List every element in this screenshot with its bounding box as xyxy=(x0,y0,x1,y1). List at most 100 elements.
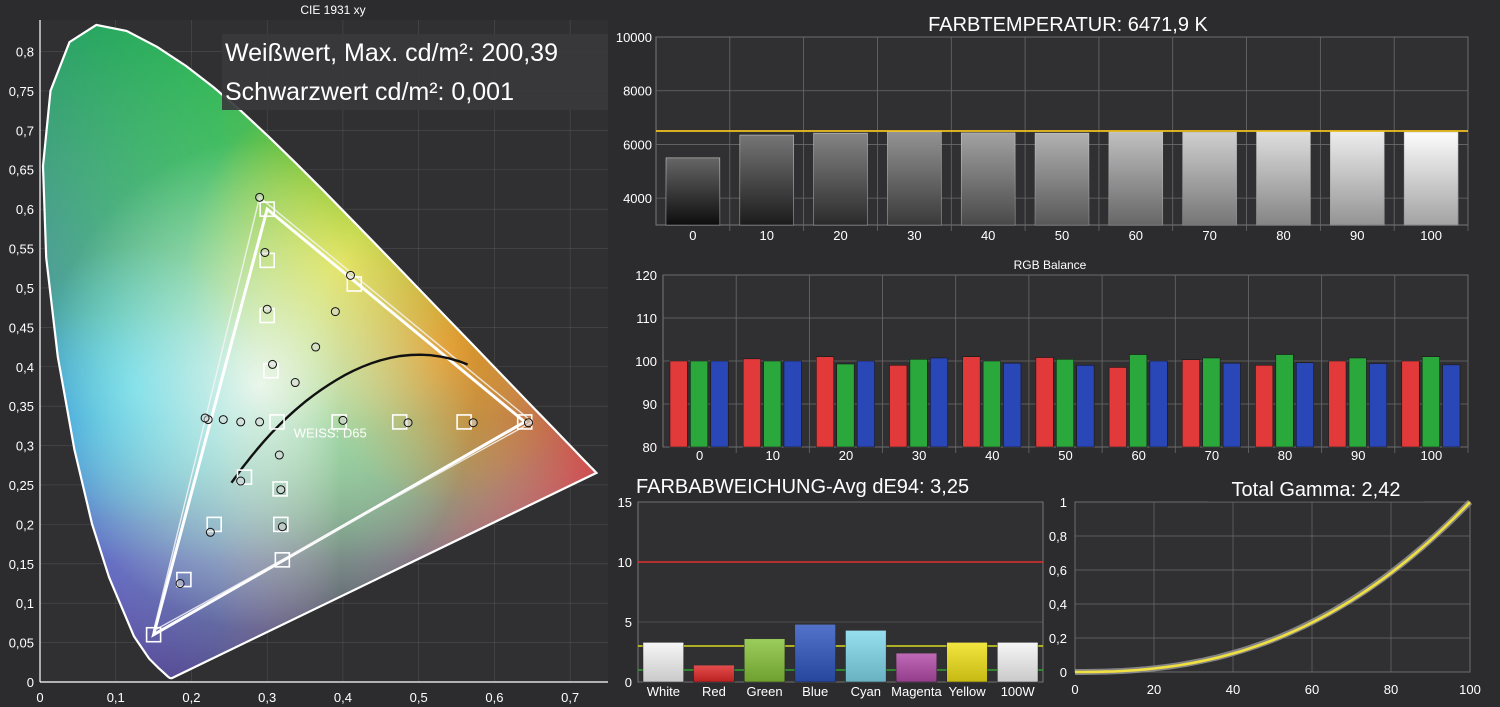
rgb-x-tick-label: 30 xyxy=(912,448,926,463)
cct-y-tick-label: 4000 xyxy=(623,191,652,206)
cie-target-marker xyxy=(272,481,288,497)
de-y-tick-label: 5 xyxy=(625,615,632,630)
cct-x-tick-label: 80 xyxy=(1276,228,1290,243)
cie-y-tick-label: 0,45 xyxy=(9,320,34,335)
rgb-bar-red xyxy=(816,356,835,448)
cct-bar-shade xyxy=(961,132,1016,225)
cct-bar-shade xyxy=(1330,131,1385,225)
cie-measured-point xyxy=(338,415,348,425)
cct-title-bg xyxy=(925,8,1275,36)
cct-x-tick-label: 40 xyxy=(981,228,995,243)
cct-bar-shade xyxy=(813,133,868,225)
spectral-locus-outline xyxy=(41,23,599,680)
rgb-bar-blue xyxy=(1295,362,1314,448)
gamma-measured-curve xyxy=(1075,501,1471,674)
cct-bar-shade xyxy=(666,157,720,225)
de-bar-shade xyxy=(693,665,735,682)
cie-measured-point xyxy=(330,307,340,317)
de-x-tick-label: Yellow xyxy=(949,684,987,699)
cie-y-tick-label: 0,25 xyxy=(9,478,34,493)
rgb-x-tick-label: 70 xyxy=(1205,448,1219,463)
whitepoint-label: WEISS: D65 xyxy=(294,426,367,441)
cct-bar-shade xyxy=(1035,133,1089,225)
cct-bar-shade xyxy=(887,131,942,225)
de-bars xyxy=(642,624,1039,683)
de-bar-shade xyxy=(643,642,684,682)
gamma-panel: Total Gamma: 2,42 0 20 40 60 80 100 0 0,2 0,4 0,6… xyxy=(1049,474,1481,697)
rgb-bar-red xyxy=(1255,365,1274,448)
de-y-tick-label: 10 xyxy=(618,555,632,570)
de-title: FARBABWEICHUNG-Avg dE94: 3,25 xyxy=(636,476,969,498)
rgb-x-tick-label: 20 xyxy=(839,448,853,463)
rgb-x-tick-label: 60 xyxy=(1131,448,1145,463)
cie-x-tick-label: 0,2 xyxy=(182,690,200,705)
de-x-tick-label: Magenta xyxy=(891,684,942,699)
cie-measured-point xyxy=(236,476,246,486)
rgb-bar-red xyxy=(962,356,981,448)
gamma-axes: 0 20 40 60 80 100 0 0,2 0,4 0,6 0,8 1 xyxy=(1049,495,1481,697)
rgb-x-tick-label: 10 xyxy=(766,448,780,463)
cct-x-tick-label: 30 xyxy=(907,228,921,243)
cie-measured-point xyxy=(200,413,210,423)
gamma-x-tick-label: 40 xyxy=(1226,682,1240,697)
cie-measured-point xyxy=(236,417,246,427)
cct-x-tick-label: 0 xyxy=(689,228,696,243)
cct-x-tick-label: 60 xyxy=(1129,228,1143,243)
cct-x-tick-label: 50 xyxy=(1055,228,1069,243)
cie-measured-point xyxy=(218,415,228,425)
cct-bar-shade xyxy=(1256,131,1311,225)
rgb-y-tick-label: 80 xyxy=(643,440,657,455)
cct-bar-shade xyxy=(739,135,794,225)
cie-measured-point xyxy=(274,450,284,460)
rgb-x-tick-label: 0 xyxy=(696,448,703,463)
cie-target-marker xyxy=(236,469,253,485)
rgb-bar-red xyxy=(889,365,908,448)
cct-x-tick-label: 90 xyxy=(1350,228,1364,243)
gamma-title: Total Gamma: 2,42 xyxy=(1232,479,1401,501)
rgb-bar-blue xyxy=(1369,363,1388,448)
cie-x-tick-label: 0,6 xyxy=(485,690,503,705)
rgb-bar-blue xyxy=(930,357,948,448)
gamma-plot-area xyxy=(1074,501,1471,673)
gamma-x-tick-label: 0 xyxy=(1071,682,1078,697)
rgb-bar-blue xyxy=(1076,365,1095,448)
gamma-x-tick-label: 80 xyxy=(1384,682,1398,697)
cie-measured-point xyxy=(523,418,533,428)
cie-y-tick-label: 0,55 xyxy=(9,242,34,257)
rgb-bar-green xyxy=(1348,357,1367,448)
gamma-y-tick-label: 1 xyxy=(1060,495,1067,510)
cie-target-marker xyxy=(274,552,291,568)
gamma-y-tick-label: 0,4 xyxy=(1049,597,1067,612)
rgb-x-tick-label: 90 xyxy=(1351,448,1365,463)
cie-measured-point xyxy=(175,578,185,588)
rgb-y-tick-label: 120 xyxy=(635,268,657,283)
de-x-tick-label: 100W xyxy=(1001,684,1036,699)
cie-measured-point xyxy=(255,417,265,427)
color-temperature-panel: FARBTEMPERATUR: 6471,9 K 400060008000100… xyxy=(616,8,1469,243)
gamma-y-tick-label: 0,2 xyxy=(1049,631,1067,646)
rgb-bars xyxy=(669,354,1461,448)
rgb-bar-red xyxy=(1328,360,1347,448)
rgb-bar-red xyxy=(742,358,761,448)
gamma-y-tick-label: 0,6 xyxy=(1049,563,1067,578)
cie-measured-point xyxy=(268,359,278,369)
rgb-axes: 80 90 100 110 120 0 10 20 30 40 50 60 70 80 90 100 xyxy=(635,268,1442,463)
rgb-bar-red xyxy=(1035,357,1054,448)
cie-measured-point xyxy=(262,304,272,314)
rgb-bar-green xyxy=(1202,357,1221,448)
cie-measured-point xyxy=(260,247,270,257)
de-bar-shade xyxy=(744,638,785,682)
de-y-tick-label: 0 xyxy=(625,675,632,690)
cie-x-tick-label: 0,5 xyxy=(410,690,428,705)
cie-x-tick-label: 0,7 xyxy=(561,690,579,705)
cie-target-marker xyxy=(176,571,192,588)
gamma-x-tick-label: 100 xyxy=(1459,682,1481,697)
cct-bar-shade xyxy=(1404,132,1458,225)
cct-x-tick-label: 70 xyxy=(1202,228,1216,243)
rgb-bar-blue xyxy=(856,360,875,448)
gamma-x-tick-label: 20 xyxy=(1147,682,1161,697)
rgb-bar-blue xyxy=(1222,362,1241,448)
cie-title: CIE 1931 xy xyxy=(300,3,365,17)
cie-y-tick-label: 0,8 xyxy=(16,45,34,60)
